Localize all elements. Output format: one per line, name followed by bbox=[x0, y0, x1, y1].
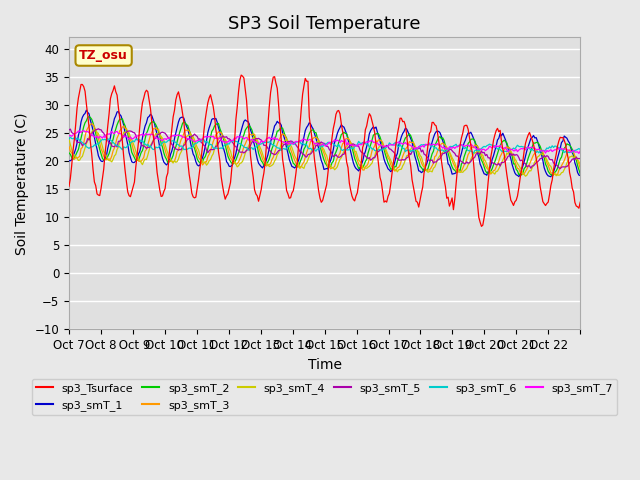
sp3_smT_5 bbox=[65, 127, 73, 133]
Line: sp3_smT_5: sp3_smT_5 bbox=[69, 129, 580, 168]
Title: SP3 Soil Temperature: SP3 Soil Temperature bbox=[228, 15, 421, 33]
sp3_smT_4 bbox=[575, 158, 583, 164]
sp3_smT_6 bbox=[575, 145, 583, 151]
sp3_smT_3 bbox=[65, 144, 73, 149]
sp3_smT_5 bbox=[83, 140, 90, 145]
sp3_Tsurface bbox=[508, 200, 516, 205]
sp3_smT_2 bbox=[507, 150, 515, 156]
sp3_smT_3 bbox=[83, 128, 90, 134]
sp3_smT_7 bbox=[84, 129, 92, 134]
Line: sp3_smT_2: sp3_smT_2 bbox=[69, 117, 580, 175]
sp3_smT_4 bbox=[65, 137, 73, 143]
sp3_smT_1 bbox=[100, 157, 108, 163]
sp3_smT_6 bbox=[470, 150, 477, 156]
sp3_smT_3 bbox=[330, 165, 337, 170]
sp3_smT_6 bbox=[100, 137, 108, 143]
sp3_smT_1 bbox=[65, 158, 73, 164]
sp3_smT_4 bbox=[431, 164, 438, 170]
sp3_smT_7 bbox=[573, 149, 581, 155]
sp3_smT_1 bbox=[431, 131, 438, 137]
sp3_smT_7 bbox=[65, 133, 73, 139]
sp3_smT_1 bbox=[507, 156, 515, 162]
sp3_smT_5 bbox=[575, 156, 583, 161]
sp3_smT_3 bbox=[577, 165, 584, 171]
sp3_smT_6 bbox=[65, 136, 73, 142]
sp3_smT_3 bbox=[88, 121, 95, 127]
sp3_smT_3 bbox=[431, 154, 438, 159]
sp3_smT_1 bbox=[547, 174, 555, 180]
sp3_smT_7 bbox=[575, 151, 583, 156]
sp3_smT_4 bbox=[83, 141, 90, 146]
sp3_smT_4 bbox=[330, 165, 337, 170]
Line: sp3_smT_3: sp3_smT_3 bbox=[69, 124, 580, 175]
Legend: sp3_Tsurface, sp3_smT_1, sp3_smT_2, sp3_smT_3, sp3_smT_4, sp3_smT_5, sp3_smT_6, : sp3_Tsurface, sp3_smT_1, sp3_smT_2, sp3_… bbox=[32, 379, 618, 415]
sp3_Tsurface bbox=[330, 126, 337, 132]
sp3_smT_1 bbox=[84, 109, 92, 115]
sp3_smT_3 bbox=[507, 148, 515, 154]
sp3_smT_5 bbox=[431, 159, 438, 165]
sp3_smT_6 bbox=[84, 144, 92, 150]
sp3_smT_1 bbox=[575, 172, 583, 178]
sp3_smT_2 bbox=[100, 157, 108, 163]
sp3_Tsurface bbox=[477, 224, 485, 229]
sp3_Tsurface bbox=[99, 176, 106, 181]
sp3_smT_2 bbox=[548, 172, 556, 178]
sp3_smT_5 bbox=[330, 154, 337, 159]
sp3_smT_7 bbox=[431, 142, 438, 147]
sp3_smT_4 bbox=[90, 127, 98, 132]
X-axis label: Time: Time bbox=[308, 358, 342, 372]
sp3_smT_1 bbox=[330, 146, 337, 152]
sp3_smT_1 bbox=[83, 107, 90, 113]
sp3_smT_5 bbox=[507, 151, 515, 156]
sp3_Tsurface bbox=[65, 183, 73, 189]
sp3_smT_7 bbox=[577, 148, 584, 154]
sp3_smT_5 bbox=[577, 156, 584, 161]
sp3_Tsurface bbox=[237, 72, 245, 78]
Line: sp3_smT_6: sp3_smT_6 bbox=[69, 137, 580, 153]
sp3_smT_2 bbox=[65, 150, 73, 156]
sp3_smT_5 bbox=[556, 166, 564, 171]
sp3_smT_3 bbox=[550, 172, 557, 178]
sp3_Tsurface bbox=[431, 122, 438, 128]
sp3_smT_5 bbox=[100, 131, 108, 136]
sp3_smT_4 bbox=[100, 149, 108, 155]
sp3_smT_7 bbox=[100, 133, 108, 139]
sp3_smT_2 bbox=[577, 171, 584, 177]
sp3_smT_3 bbox=[575, 161, 583, 167]
sp3_Tsurface bbox=[575, 205, 583, 211]
sp3_smT_6 bbox=[67, 134, 74, 140]
sp3_smT_2 bbox=[85, 114, 93, 120]
sp3_smT_4 bbox=[507, 149, 515, 155]
sp3_smT_5 bbox=[95, 126, 102, 132]
Line: sp3_smT_4: sp3_smT_4 bbox=[69, 130, 580, 176]
sp3_smT_6 bbox=[508, 146, 516, 152]
sp3_smT_4 bbox=[577, 161, 584, 167]
sp3_smT_6 bbox=[577, 147, 584, 153]
Line: sp3_Tsurface: sp3_Tsurface bbox=[69, 75, 580, 227]
sp3_smT_7 bbox=[507, 147, 515, 153]
sp3_smT_4 bbox=[522, 173, 529, 179]
sp3_smT_7 bbox=[330, 139, 337, 144]
sp3_smT_1 bbox=[577, 173, 584, 179]
sp3_Tsurface bbox=[577, 199, 584, 205]
Y-axis label: Soil Temperature (C): Soil Temperature (C) bbox=[15, 112, 29, 254]
sp3_smT_2 bbox=[330, 158, 337, 164]
sp3_smT_2 bbox=[83, 118, 90, 124]
sp3_smT_6 bbox=[330, 141, 337, 147]
sp3_smT_2 bbox=[431, 143, 438, 149]
Line: sp3_smT_7: sp3_smT_7 bbox=[69, 131, 580, 154]
sp3_smT_3 bbox=[100, 153, 108, 159]
Line: sp3_smT_1: sp3_smT_1 bbox=[69, 110, 580, 177]
sp3_smT_2 bbox=[575, 167, 583, 172]
sp3_smT_6 bbox=[431, 145, 438, 151]
sp3_smT_7 bbox=[80, 128, 88, 133]
sp3_Tsurface bbox=[83, 101, 90, 107]
Text: TZ_osu: TZ_osu bbox=[79, 49, 128, 62]
